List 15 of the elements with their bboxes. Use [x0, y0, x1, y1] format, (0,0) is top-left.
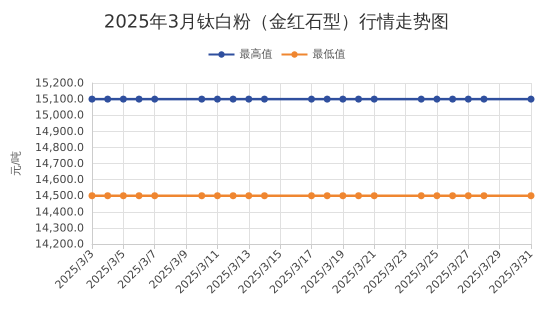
y-tick-label: 14,400.0: [35, 205, 84, 218]
y-tick-label: 15,200.0: [35, 76, 84, 90]
y-tick-label: 14,800.0: [35, 140, 84, 154]
y-tick-label: 14,500.0: [35, 189, 84, 202]
y-tick-label: 15,000.0: [35, 108, 84, 122]
legend-label: 最高值: [240, 48, 272, 60]
y-tick-label: 14,900.0: [35, 124, 84, 138]
y-tick-label: 14,300.0: [35, 221, 84, 234]
y-tick-label: 14,700.0: [35, 157, 84, 170]
legend-label: 最低值: [312, 48, 346, 60]
y-tick-label: 14,600.0: [35, 173, 84, 186]
y-tick-label: 15,100.0: [35, 92, 84, 106]
chart-title: 2025年3月钛白粉（金红石型）行情走势图: [104, 12, 450, 32]
y-axis-title: 元/吨: [10, 150, 22, 176]
y-tick-label: 14,200.0: [35, 238, 84, 250]
